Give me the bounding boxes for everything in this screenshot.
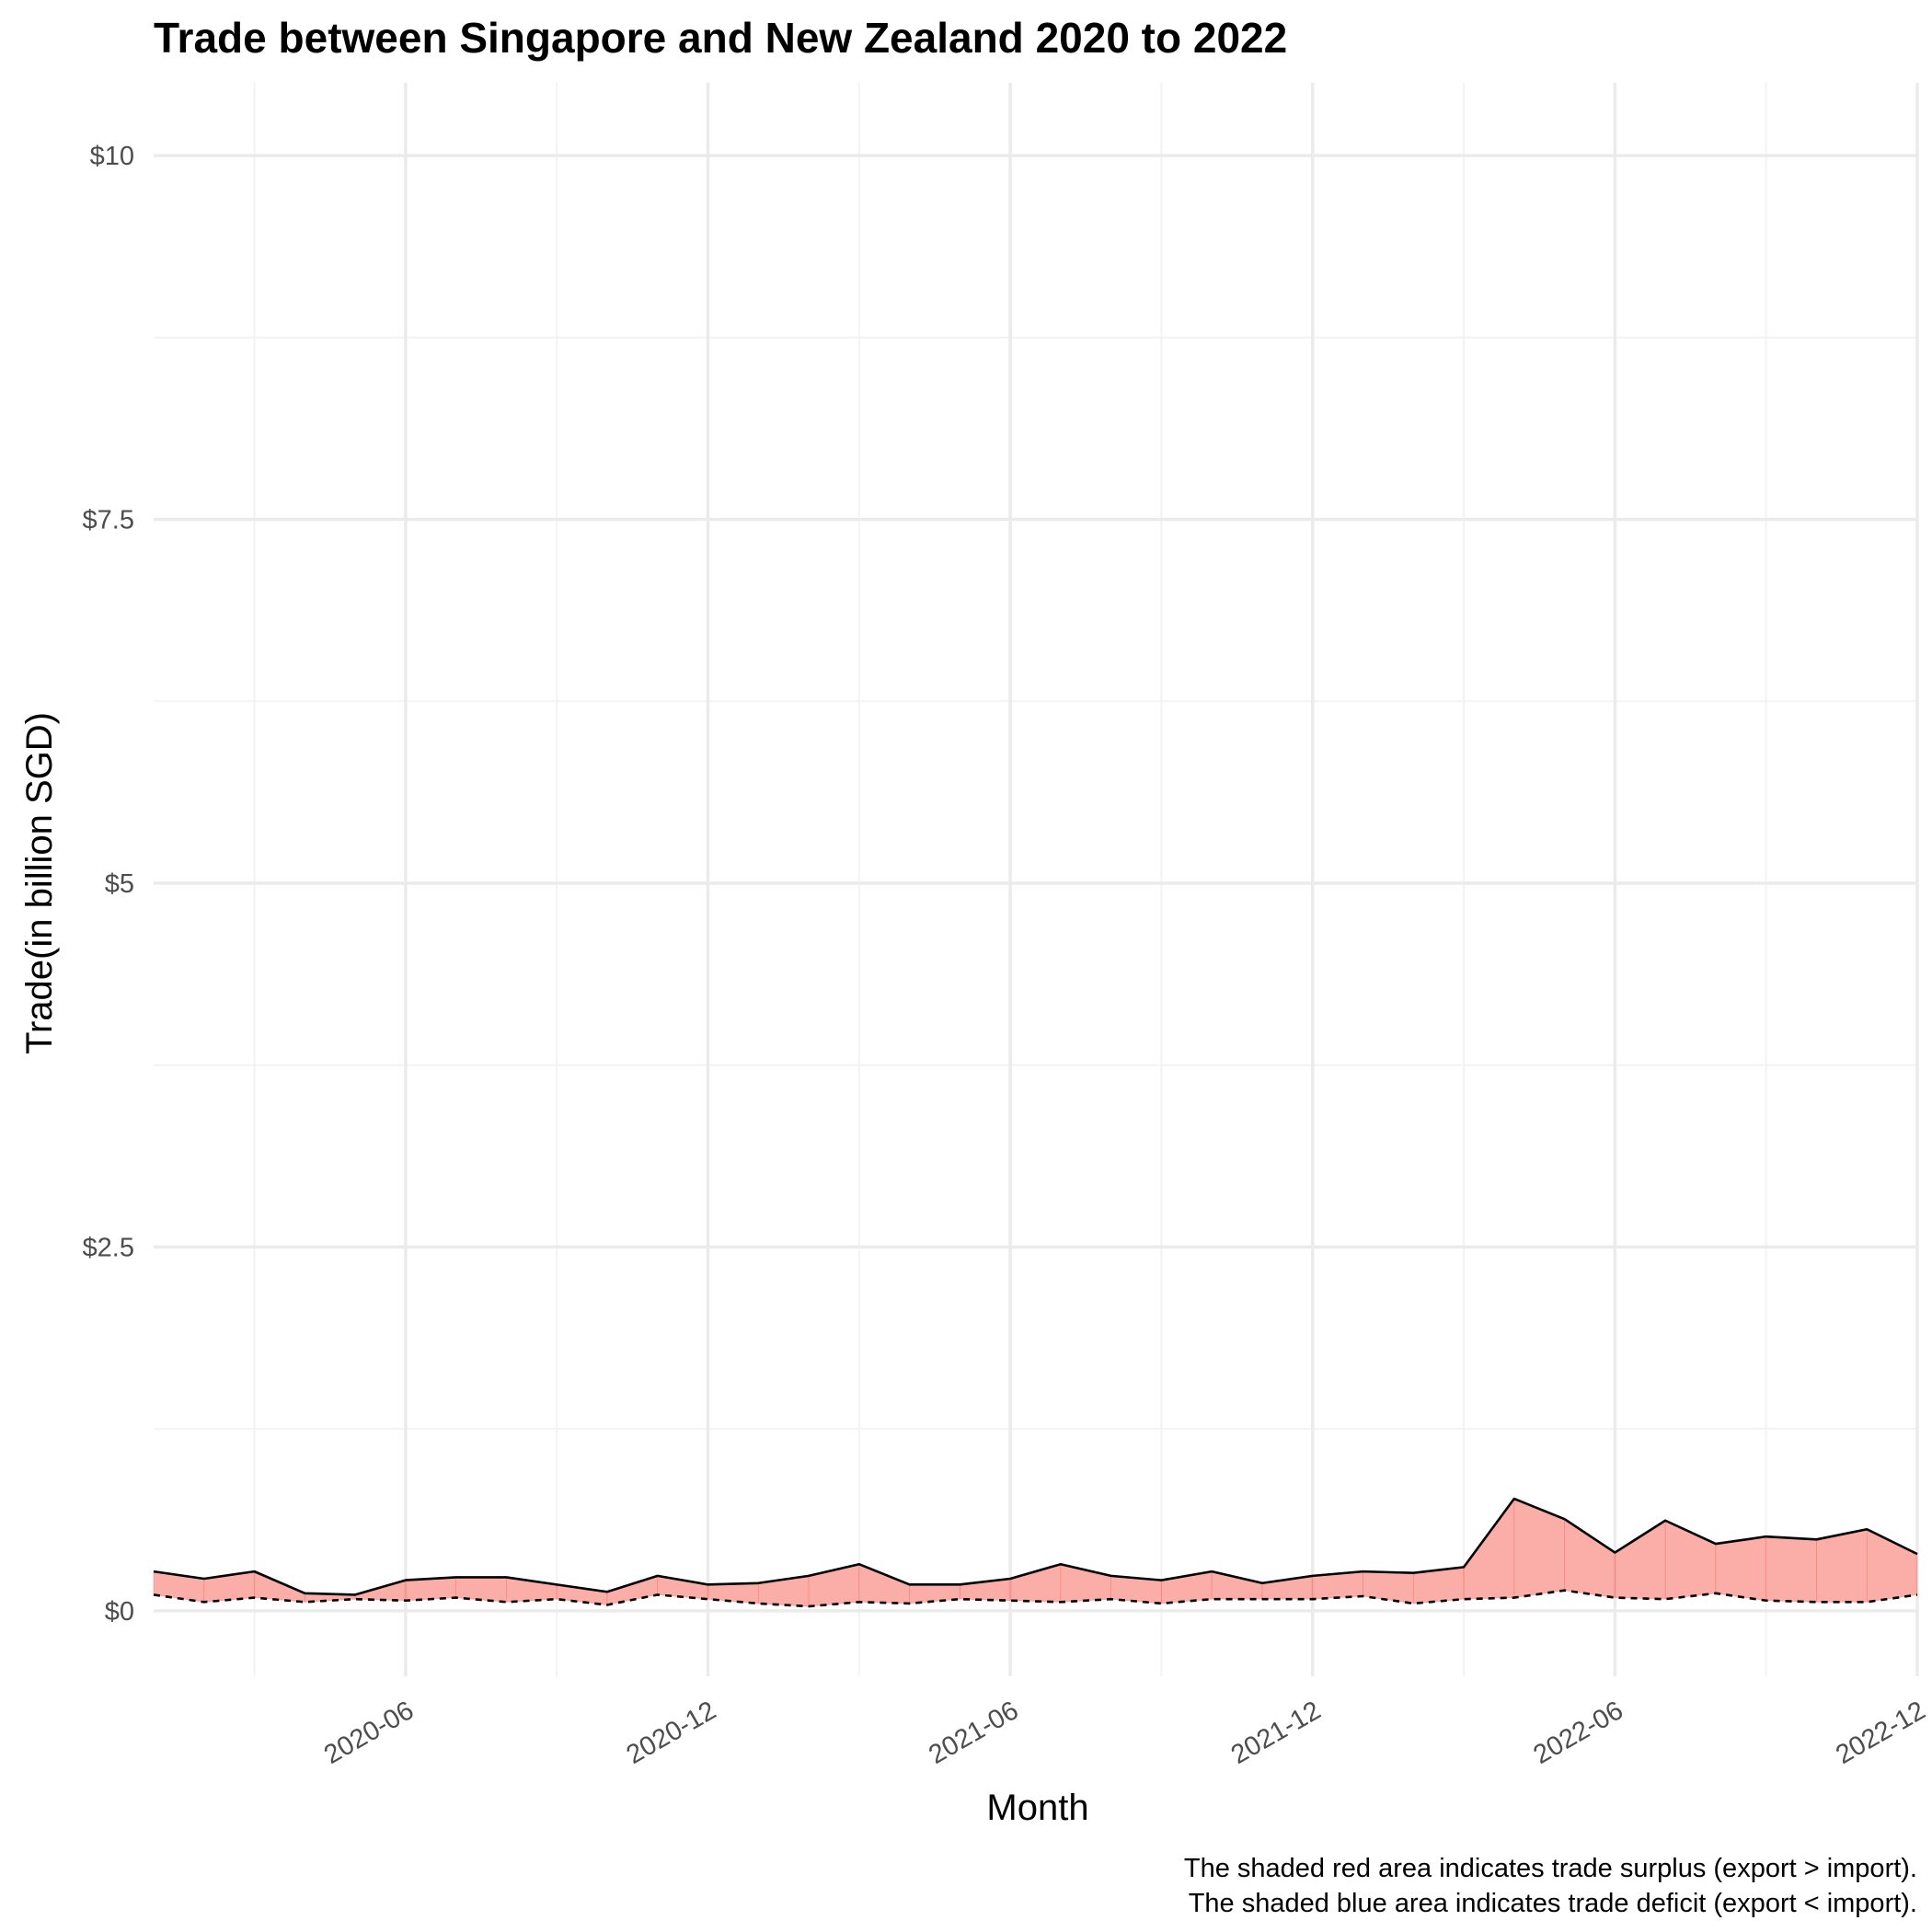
surplus-area-segment (1816, 1528, 1868, 1603)
surplus-area-segment (1866, 1528, 1918, 1603)
surplus-area-segment (1009, 1563, 1062, 1603)
y-tick-label: $2.5 (83, 1233, 134, 1262)
surplus-area-segment (1211, 1570, 1263, 1600)
import-line (153, 1589, 1918, 1608)
y-tick-label: $0 (105, 1597, 134, 1627)
shaded-areas (153, 1498, 1918, 1607)
surplus-area-segment (1363, 1570, 1414, 1604)
surplus-area-segment (1765, 1535, 1817, 1603)
surplus-area-segment (858, 1563, 910, 1604)
x-tick-label: 2020-12 (622, 1696, 721, 1770)
x-tick-label: 2020-06 (319, 1696, 419, 1770)
x-tick-label: 2021-12 (1226, 1696, 1326, 1770)
x-tick-label: 2022-06 (1529, 1696, 1628, 1770)
grid (154, 83, 1919, 1676)
y-tick-label: $5 (105, 869, 134, 899)
x-tick-label: 2021-06 (924, 1696, 1023, 1770)
caption-deficit: The shaded blue area indicates trade def… (1189, 1889, 1917, 1918)
export-line (153, 1497, 1918, 1596)
surplus-area-segment (1615, 1520, 1666, 1600)
x-axis-title: Month (986, 1788, 1088, 1828)
y-tick-label: $10 (90, 142, 134, 171)
surplus-area-segment (1564, 1518, 1616, 1598)
surplus-area-segment (1715, 1535, 1766, 1602)
series-lines (153, 1497, 1918, 1608)
surplus-area-segment (1513, 1498, 1565, 1598)
chart-title: Trade between Singapore and New Zealand … (154, 14, 1287, 62)
surplus-area-segment (1463, 1498, 1515, 1600)
x-axis-ticks: 2020-06 2020-12 2021-06 2021-12 2022-06 2022-… (319, 1696, 1930, 1770)
y-axis-ticks: $0 $2.5 $5 $7.5 $10 (83, 142, 134, 1627)
y-axis-title: Trade(in billion SGD) (19, 712, 60, 1054)
caption-surplus: The shaded red area indicates trade surp… (1184, 1854, 1917, 1883)
y-tick-label: $7.5 (83, 506, 134, 535)
x-tick-label: 2022-12 (1831, 1696, 1930, 1770)
